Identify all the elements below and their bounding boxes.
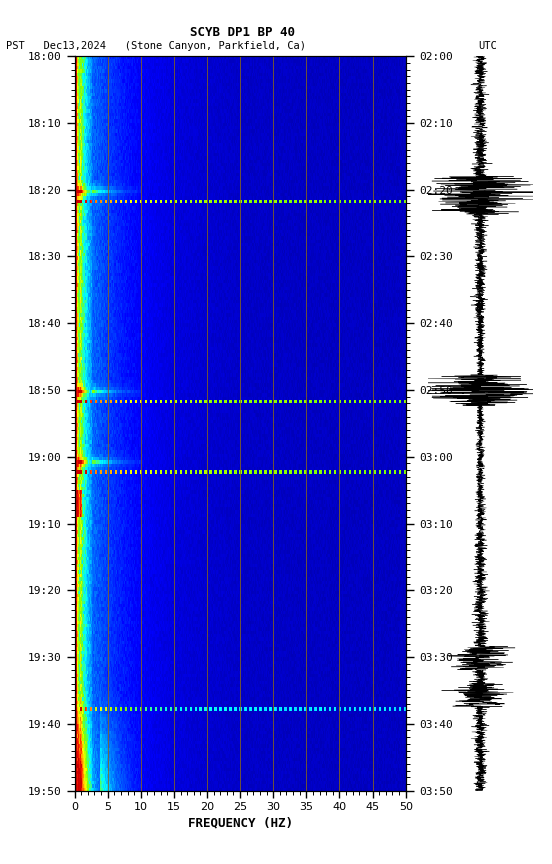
Text: SCYB DP1 BP 40: SCYB DP1 BP 40 — [190, 26, 295, 39]
Text: UTC: UTC — [478, 41, 497, 51]
X-axis label: FREQUENCY (HZ): FREQUENCY (HZ) — [188, 816, 293, 829]
Text: PST   Dec13,2024   (Stone Canyon, Parkfield, Ca): PST Dec13,2024 (Stone Canyon, Parkfield,… — [6, 41, 305, 51]
